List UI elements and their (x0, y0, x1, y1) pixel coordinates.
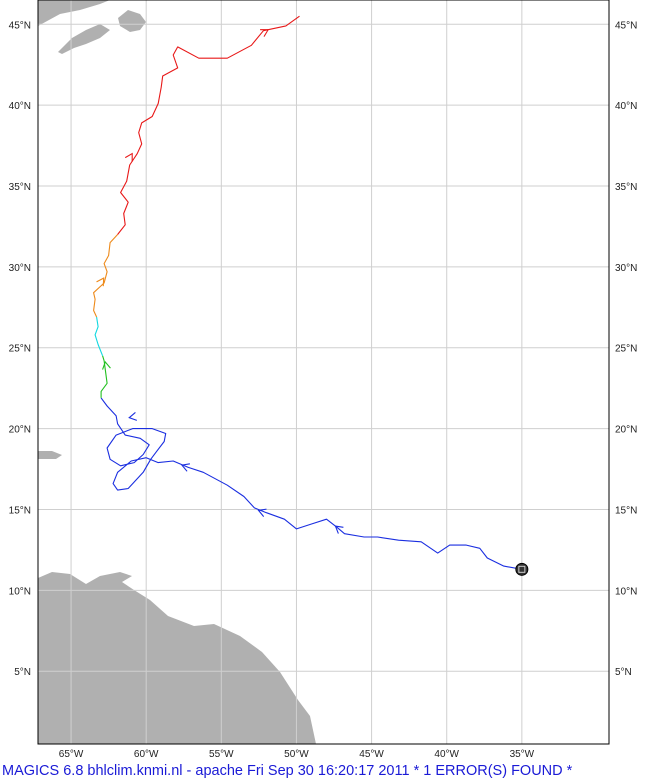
direction-arrow (180, 463, 190, 472)
longitude-tick-label: 60°W (134, 749, 159, 760)
longitude-tick-label: 65°W (59, 749, 84, 760)
latitude-tick-label-right: 5°N (615, 667, 632, 678)
latitude-tick-label-right: 20°N (615, 425, 637, 436)
direction-arrow (102, 360, 111, 370)
direction-arrow (334, 525, 344, 534)
north-america-coast (38, 0, 110, 26)
direction-arrow (257, 508, 267, 517)
nova-scotia (58, 24, 110, 54)
direction-arrow (260, 29, 270, 37)
axis-labels: 65°W 60°W 55°W 50°W 45°W 40°W 35°W 5°N 5°N 10°N 10… (9, 20, 638, 760)
latitude-tick-label-left: 5°N (14, 667, 31, 678)
track-segment-red (117, 15, 300, 235)
direction-arrow (96, 277, 105, 287)
latitude-tick-label-left: 15°N (9, 505, 31, 516)
start-marker (515, 562, 529, 576)
latitude-tick-label-left: 25°N (9, 344, 31, 355)
latitude-tick-label-left: 20°N (9, 425, 31, 436)
latitude-tick-label-left: 40°N (9, 101, 31, 112)
latitude-tick-label-right: 40°N (615, 101, 637, 112)
latitude-tick-label-left: 45°N (9, 20, 31, 31)
longitude-tick-label: 40°W (434, 749, 459, 760)
latitude-tick-label-right: 25°N (615, 344, 637, 355)
storm-track (93, 15, 529, 576)
track-segment-cyan (94, 316, 104, 357)
start-marker-inner (518, 565, 526, 573)
map-frame (37, 0, 610, 745)
track-segment-green (100, 355, 108, 398)
track-segment-orange (93, 234, 119, 318)
latitude-tick-label-right: 10°N (615, 586, 637, 597)
longitude-tick-label: 55°W (209, 749, 234, 760)
direction-arrow (128, 412, 138, 421)
latitude-tick-label-left: 35°N (9, 182, 31, 193)
direction-arrow (124, 152, 133, 162)
latitude-tick-label-right: 15°N (615, 505, 637, 516)
longitude-tick-label: 50°W (284, 749, 309, 760)
newfoundland (118, 10, 146, 32)
longitude-tick-label: 45°W (359, 749, 384, 760)
caribbean-island (38, 451, 62, 459)
latitude-tick-label-right: 30°N (615, 263, 637, 274)
latitude-tick-label-left: 10°N (9, 586, 31, 597)
latitude-tick-label-right: 35°N (615, 182, 637, 193)
footer-status-text: MAGICS 6.8 bhlclim.knmi.nl - apache Fri … (2, 763, 573, 779)
longitude-tick-label: 35°W (510, 749, 535, 760)
land-masses (38, 0, 316, 744)
latitude-tick-label-left: 30°N (9, 263, 31, 274)
south-america (38, 572, 316, 744)
track-segment-blue (100, 397, 522, 570)
latitude-tick-label-right: 45°N (615, 20, 637, 31)
